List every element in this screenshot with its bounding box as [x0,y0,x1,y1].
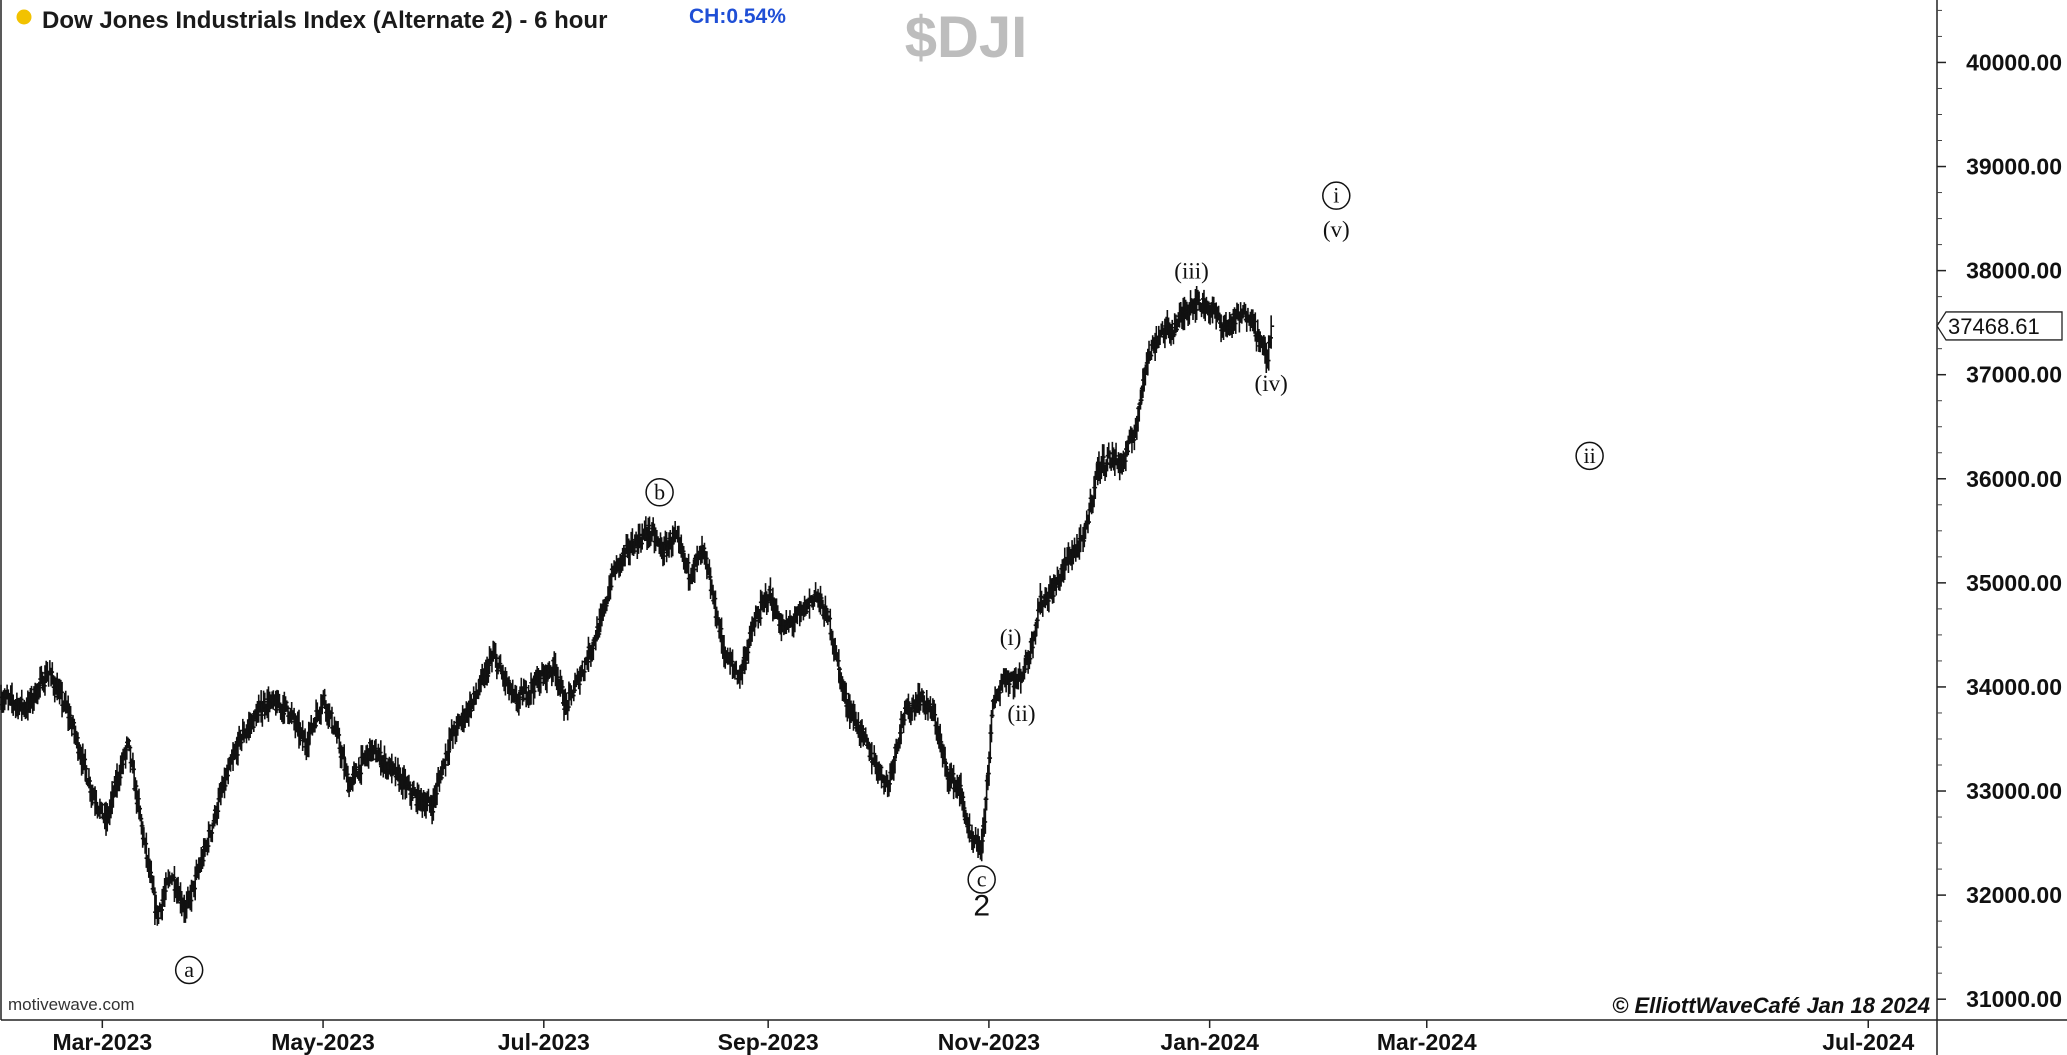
wave-label-circle [967,865,996,894]
wave-label-circle [1322,181,1351,210]
wave-label-ii: ii [1583,443,1595,468]
wave-label-a: a [184,957,194,982]
wave-label-v: (v) [1323,217,1350,242]
y-tick-label: 33000.00 [1966,778,2062,804]
x-tick-label: Mar-2023 [52,1029,152,1055]
x-tick-label: Jul-2024 [1822,1029,1914,1055]
x-tick-label: Mar-2024 [1377,1029,1477,1055]
x-axis: Mar-2023 May-2023 Jul-2023 Sep-2023 Nov-2023… [52,1020,1914,1055]
y-tick-label: 37000.00 [1966,362,2062,388]
y-tick-label: 35000.00 [1966,570,2062,596]
x-tick-label: Sep-2023 [718,1029,819,1055]
wave-label-circle [645,478,674,507]
x-tick-label: Nov-2023 [938,1029,1040,1055]
wave-label-ii: (ii) [1007,701,1035,726]
y-tick-label: 36000.00 [1966,466,2062,492]
x-tick-label: Jan-2024 [1160,1029,1259,1055]
x-tick-label: Jul-2023 [498,1029,590,1055]
wave-label-circle [174,955,204,985]
wave-label-2: 2 [973,890,990,923]
y-tick-label: 31000.00 [1966,986,2062,1012]
y-axis: 31000.00 32000.00 33000.00 34000.00 35000.00… [1937,9,2062,1012]
wave-label-i: (i) [1000,625,1022,650]
wave-label-c: c [977,866,987,891]
ohlc-bar [984,764,991,791]
ohlc-bar [1105,442,1112,459]
wave-label-b: b [654,479,665,504]
wave-label-i: i [1333,183,1339,208]
y-tick-label: 32000.00 [1966,882,2062,908]
wave-label-iv: (iv) [1255,371,1288,396]
last-price-marker: 37468.61 [1936,311,2063,341]
y-tick-label: 40000.00 [1966,49,2062,75]
last-price-box [1936,311,2063,341]
change-label: CH:0.54% [689,5,786,28]
x-tick-label: May-2023 [271,1029,375,1055]
wave-label-iii: (iii) [1174,259,1209,284]
ohlc-bar [1268,315,1275,349]
last-price-label: 37468.61 [1948,314,2040,339]
wave-label-circle [1575,441,1604,471]
wave-labels: a b c2 (i) (ii) (iii) (iv) i (v) ii [174,181,1604,985]
ohlc-bar [987,724,994,764]
y-tick-label: 34000.00 [1966,674,2062,700]
symbol-watermark: $DJI [905,5,1028,70]
source-label: motivewave.com [8,995,135,1014]
chart-title: Dow Jones Industrials Index (Alternate 2… [42,7,607,34]
price-bars [0,286,1275,926]
status-dot-icon [16,9,32,25]
copyright-label: © ElliottWaveCafé Jan 18 2024 [1612,993,1930,1018]
y-tick-label: 39000.00 [1966,154,2062,180]
y-tick-label: 38000.00 [1966,258,2062,284]
